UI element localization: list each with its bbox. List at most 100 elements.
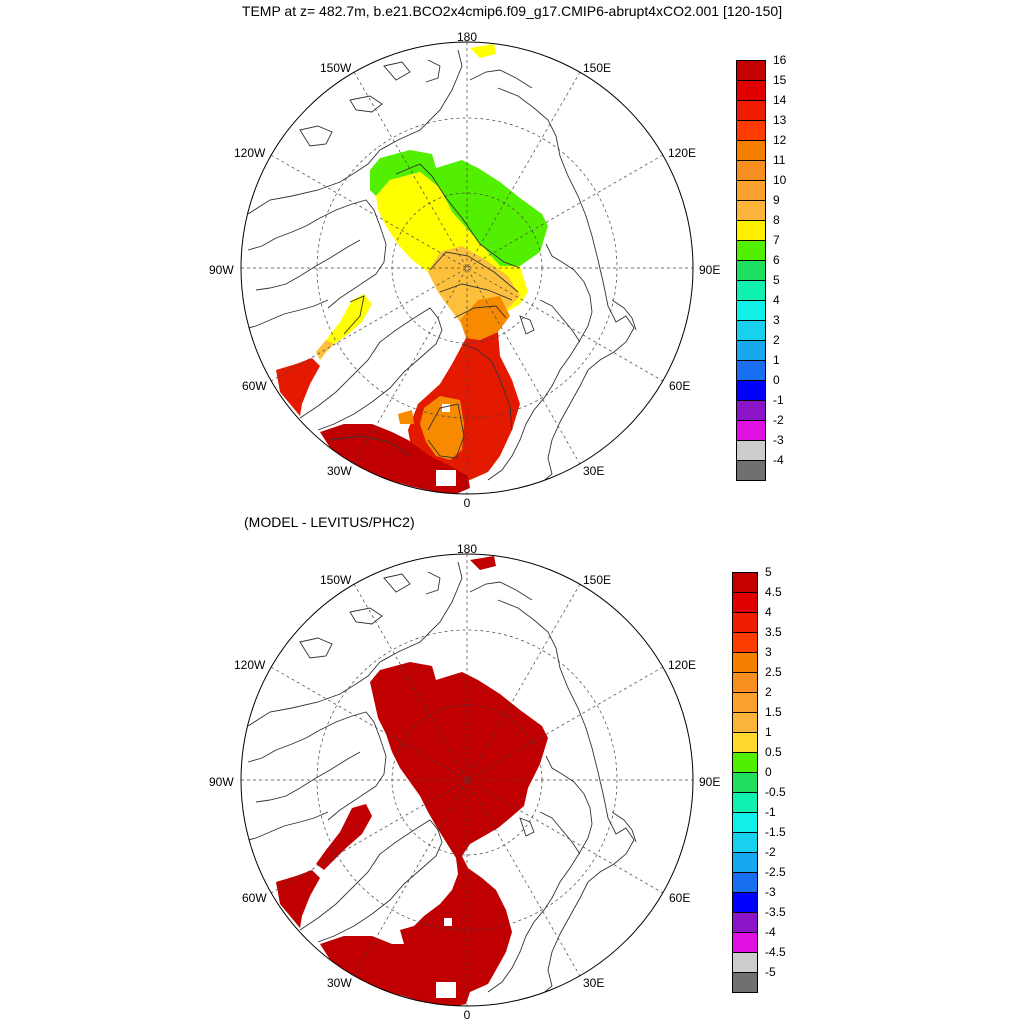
bottom-colorbar-swatch bbox=[732, 592, 758, 613]
bottom-region-dark-red-west bbox=[276, 870, 320, 928]
top-colorbar-label: -4 bbox=[773, 453, 784, 467]
bottom-colorbar-label: 2.5 bbox=[765, 665, 782, 679]
top-map-panel: 180 150W 150E 120W 120E 90W 90E 60W 60E … bbox=[209, 30, 816, 510]
bottom-colorbar-swatch bbox=[732, 652, 758, 673]
top-lon-150e: 150E bbox=[583, 61, 612, 75]
top-colorbar-swatch bbox=[736, 320, 766, 341]
bottom-lon-150e: 150E bbox=[583, 573, 612, 587]
top-colorbar-label: 14 bbox=[773, 93, 787, 107]
top-colorbar-label: -1 bbox=[773, 393, 784, 407]
bottom-colorbar-label: 4.5 bbox=[765, 585, 782, 599]
bottom-colorbar-label: -4 bbox=[765, 925, 776, 939]
bottom-grid bbox=[241, 554, 693, 1006]
bottom-lon-0: 0 bbox=[463, 1008, 471, 1022]
bottom-colorbar-swatch bbox=[732, 772, 758, 793]
top-colorbar-swatch bbox=[736, 440, 766, 461]
bottom-colorbar-swatch bbox=[732, 832, 758, 853]
bottom-colorbar-label: -1.5 bbox=[765, 825, 786, 839]
bottom-colorbar-swatch bbox=[732, 572, 758, 593]
bottom-lon-120e: 120E bbox=[668, 658, 697, 672]
bottom-lon-60w: 60W bbox=[242, 891, 267, 905]
top-colorbar-label: 9 bbox=[773, 193, 780, 207]
bottom-region-dark-red-top bbox=[470, 556, 496, 570]
top-region-green bbox=[370, 150, 548, 266]
top-colorbar-swatch bbox=[736, 380, 766, 401]
bottom-colorbar-label: 3 bbox=[765, 645, 772, 659]
bottom-colorbar-label: -1 bbox=[765, 805, 776, 819]
top-lon-180: 180 bbox=[456, 30, 478, 44]
top-colorbar-swatch bbox=[736, 360, 766, 381]
top-colorbar-label: 4 bbox=[773, 293, 780, 307]
bottom-island-hole-2 bbox=[436, 982, 456, 998]
top-colorbar-label: 5 bbox=[773, 273, 780, 287]
top-lon-120e: 120E bbox=[668, 146, 697, 160]
bottom-colorbar-label: 0 bbox=[765, 765, 772, 779]
bottom-colorbar-label: -0.5 bbox=[765, 785, 786, 799]
top-colorbar-swatch bbox=[736, 140, 766, 161]
top-lon-30e: 30E bbox=[583, 464, 605, 478]
top-colorbar-label: -3 bbox=[773, 433, 784, 447]
bottom-lon-30e: 30E bbox=[583, 976, 605, 990]
bottom-colorbar-label: 4 bbox=[765, 605, 772, 619]
top-map-border bbox=[240, 41, 694, 495]
bottom-colorbar-label: 1 bbox=[765, 725, 772, 739]
top-polar-map bbox=[240, 41, 694, 495]
bottom-colorbar-swatch bbox=[732, 952, 758, 973]
bottom-colorbar-swatch bbox=[732, 732, 758, 753]
bottom-polar-map bbox=[240, 553, 694, 1007]
bottom-colorbar-swatch bbox=[732, 852, 758, 873]
bottom-lon-120w: 120W bbox=[234, 658, 266, 672]
top-colorbar-swatch bbox=[736, 460, 766, 481]
top-colorbar-label: 3 bbox=[773, 313, 780, 327]
bottom-lon-60e: 60E bbox=[669, 891, 691, 905]
bottom-region-dark-red-bay bbox=[316, 804, 372, 870]
top-lon-60w: 60W bbox=[242, 379, 267, 393]
top-region-dark-red bbox=[320, 424, 470, 494]
top-colorbar-label: 10 bbox=[773, 173, 787, 187]
bottom-colorbar-label: 2 bbox=[765, 685, 772, 699]
bottom-colorbar-swatch bbox=[732, 672, 758, 693]
top-island-hole bbox=[442, 404, 450, 412]
bottom-colorbar-swatch bbox=[732, 872, 758, 893]
bottom-colorbar-label: -3 bbox=[765, 885, 776, 899]
top-colorbar-label: 13 bbox=[773, 113, 787, 127]
top-colorbar-label: 15 bbox=[773, 73, 787, 87]
top-colorbar-label: 2 bbox=[773, 333, 780, 347]
bottom-colorbar-swatch bbox=[732, 972, 758, 993]
top-colorbar: 16 15 14 13 12 11 10 9 8 7 6 5 4 3 2 1 0 -1 -2 -3 -4 bbox=[736, 54, 816, 481]
bottom-colorbar-swatch bbox=[732, 612, 758, 633]
top-region-yellow-top bbox=[470, 44, 496, 58]
top-region-red-west bbox=[276, 358, 320, 416]
top-colorbar-label: -2 bbox=[773, 413, 784, 427]
top-colorbar-label: 0 bbox=[773, 373, 780, 387]
top-colorbar-label: 8 bbox=[773, 213, 780, 227]
top-lon-60e: 60E bbox=[669, 379, 691, 393]
bottom-colorbar-swatch bbox=[732, 912, 758, 933]
top-colorbar-swatch bbox=[736, 180, 766, 201]
page-title: TEMP at z= 482.7m, b.e21.BCO2x4cmip6.f09… bbox=[241, 3, 783, 19]
top-lon-90e: 90E bbox=[699, 263, 721, 277]
top-colorbar-swatch bbox=[736, 220, 766, 241]
bottom-region-dark-red bbox=[320, 662, 548, 1006]
top-colorbar-swatch bbox=[736, 120, 766, 141]
top-colorbar-swatch bbox=[736, 340, 766, 361]
bottom-lon-180: 180 bbox=[456, 542, 478, 556]
bottom-map-panel: 180 150W 150E 120W 120E 90W 90E 60W 60E … bbox=[0, 512, 1024, 1024]
bottom-colorbar: 5 4.5 4 3.5 3 2.5 2 1.5 1 0.5 0 -0.5 -1 -1.5 -2 -2.5 -3 -… bbox=[732, 566, 816, 993]
top-contours bbox=[329, 163, 521, 459]
top-colorbar-label: 7 bbox=[773, 233, 780, 247]
bottom-colorbar-swatch bbox=[732, 712, 758, 733]
top-colorbar-swatch bbox=[736, 100, 766, 121]
bottom-colorbar-label: -5 bbox=[765, 965, 776, 979]
top-colorbar-label: 1 bbox=[773, 353, 780, 367]
top-colorbar-swatch bbox=[736, 240, 766, 261]
top-colorbar-label: 6 bbox=[773, 253, 780, 267]
top-lon-150w: 150W bbox=[320, 61, 352, 75]
bottom-colorbar-swatch bbox=[732, 752, 758, 773]
top-lon-120w: 120W bbox=[234, 146, 266, 160]
bottom-lon-90w: 90W bbox=[209, 775, 234, 789]
top-colorbar-swatch bbox=[736, 400, 766, 421]
top-lon-0: 0 bbox=[463, 496, 471, 510]
bottom-lon-90e: 90E bbox=[699, 775, 721, 789]
top-colorbar-swatch bbox=[736, 200, 766, 221]
